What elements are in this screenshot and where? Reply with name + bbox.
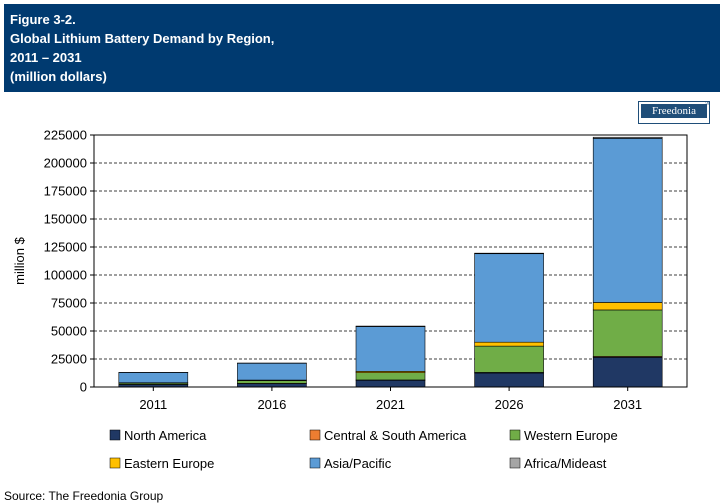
bar-segment	[592, 309, 663, 357]
logo-bar	[641, 104, 707, 118]
bar-segment	[592, 138, 663, 303]
x-tick-label: 2016	[257, 397, 286, 412]
bar-segment	[355, 326, 426, 372]
x-tick-label: 2021	[376, 397, 405, 412]
y-tick-label: 0	[80, 380, 87, 395]
y-tick-label: 125000	[44, 240, 87, 255]
bar-segment	[474, 345, 544, 373]
y-tick-label: 200000	[44, 156, 87, 171]
legend-label: Asia/Pacific	[324, 456, 392, 471]
y-axis-title: million $	[12, 236, 27, 284]
figure-number: Figure 3-2.	[10, 12, 76, 27]
bar-segment	[592, 136, 663, 139]
x-tick-label: 2026	[495, 397, 524, 412]
legend-swatch	[309, 429, 321, 441]
figure-units: (million dollars)	[10, 69, 107, 84]
bar-segment	[237, 380, 307, 384]
source-note: Source: The Freedonia Group	[4, 489, 164, 503]
bar-segment	[118, 372, 189, 384]
figure-title: Global Lithium Battery Demand by Region,	[10, 31, 275, 46]
logo-registered-mark: ®	[705, 101, 710, 107]
bar-segment	[592, 302, 663, 311]
bar-segment	[474, 252, 544, 255]
y-tick-label: 50000	[51, 324, 87, 339]
y-tick-label: 150000	[44, 212, 87, 227]
bar-segment	[474, 372, 544, 388]
legend-swatch	[509, 429, 521, 441]
legend-label: Africa/Mideast	[524, 456, 607, 471]
bar-segment	[474, 253, 544, 343]
plot-frame	[93, 134, 688, 388]
logo-text: Freedonia	[652, 105, 696, 117]
legend-swatch	[309, 457, 321, 469]
bar-segment	[474, 341, 544, 347]
bar-segment	[237, 383, 307, 388]
bar-segment	[355, 372, 426, 381]
figure-years: 2011 – 2031	[10, 50, 82, 65]
legend-label: Eastern Europe	[124, 456, 214, 471]
legend-label: North America	[124, 428, 207, 443]
y-tick-label: 100000	[44, 268, 87, 283]
bar-segment	[592, 357, 663, 388]
bar-segment	[355, 379, 426, 388]
x-tick-label: 2031	[613, 397, 642, 412]
legend-swatch	[109, 429, 121, 441]
legend-label: Western Europe	[524, 428, 618, 443]
figure-header: Figure 3-2. Global Lithium Battery Deman…	[4, 4, 720, 92]
bar-segment	[237, 362, 307, 381]
y-tick-label: 75000	[51, 296, 87, 311]
x-tick-label: 2011	[139, 397, 167, 412]
y-tick-label: 225000	[44, 128, 87, 143]
legend-swatch	[109, 457, 121, 469]
y-tick-label: 25000	[51, 352, 87, 367]
legend-swatch	[509, 457, 521, 469]
y-tick-label: 175000	[44, 184, 87, 199]
legend-label: Central & South America	[324, 428, 467, 443]
freedonia-logo: Freedonia ®	[638, 101, 710, 124]
